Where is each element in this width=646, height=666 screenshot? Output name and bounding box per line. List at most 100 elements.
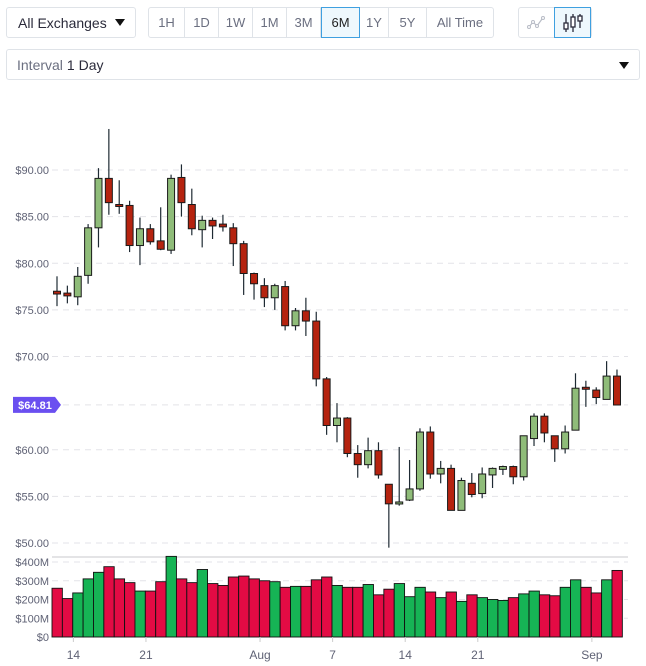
candle: [73, 275, 82, 298]
candle: [405, 488, 414, 501]
range-button-6m[interactable]: 6M: [321, 7, 360, 38]
volume-bar: [549, 595, 561, 638]
candle: [467, 482, 476, 496]
volume-tick-label: $100M: [15, 613, 49, 625]
candle: [146, 228, 155, 243]
candles: [53, 128, 621, 548]
volume-bar: [538, 594, 551, 638]
candle: [571, 387, 580, 431]
caret-down-icon: [115, 19, 125, 26]
volume-bar: [362, 584, 374, 638]
volume-tick-label: $200M: [15, 595, 49, 607]
candle: [415, 431, 424, 490]
exchange-dropdown-label: All Exchanges: [18, 14, 107, 31]
price-tick-label: $85.00: [15, 212, 49, 224]
range-button-3m[interactable]: 3M: [287, 8, 321, 37]
candle: [208, 219, 217, 227]
volume-bar: [300, 585, 312, 638]
price-tick-label: $90.00: [15, 165, 49, 177]
volume-bar: [404, 596, 416, 638]
line-chart-button[interactable]: [519, 8, 554, 37]
candle: [384, 483, 393, 505]
candlestick-chart-button[interactable]: [554, 7, 591, 38]
candle: [364, 450, 373, 466]
candle: [281, 286, 290, 327]
candle: [447, 467, 456, 511]
volume-tick-label: $0: [37, 632, 49, 644]
volume-bar: [196, 569, 208, 638]
candle: [198, 219, 207, 231]
interval-dropdown[interactable]: Interval 1 Day: [6, 49, 640, 80]
volume-bar: [373, 594, 385, 638]
range-button-1d[interactable]: 1D: [185, 8, 219, 37]
volume-bar: [175, 578, 188, 638]
volume-bar: [155, 581, 167, 638]
candle: [550, 435, 559, 450]
time-tick-label: 14: [67, 648, 81, 662]
interval-label: Interval: [17, 56, 63, 73]
candle: [53, 290, 61, 295]
volume-bar: [82, 578, 94, 638]
volume-bar: [72, 592, 84, 638]
volume-bar: [124, 582, 136, 638]
exchange-dropdown[interactable]: All Exchanges: [6, 7, 136, 38]
time-tick-label: 21: [471, 648, 485, 662]
volume-bar: [144, 590, 157, 638]
candle: [374, 450, 383, 476]
candle: [250, 273, 259, 285]
candle: [612, 375, 621, 406]
volume-bar: [279, 586, 291, 638]
range-button-1y[interactable]: 1Y: [360, 8, 389, 37]
candle: [125, 204, 134, 247]
range-button-5y[interactable]: 5Y: [389, 8, 427, 37]
volume-bar: [528, 590, 540, 638]
volume-bar: [455, 600, 468, 638]
range-button-1w[interactable]: 1W: [219, 8, 253, 37]
volume-bar: [134, 590, 146, 638]
volume-bar: [290, 585, 302, 638]
time-tick-label: 21: [139, 648, 153, 662]
volume-bar: [113, 578, 126, 638]
candle: [187, 204, 196, 230]
range-button-1h[interactable]: 1H: [149, 8, 185, 37]
volume-bar: [497, 599, 509, 638]
volume-bar: [466, 594, 478, 638]
volume-bar: [186, 582, 198, 638]
candle: [229, 227, 238, 245]
volume-bars: [51, 555, 623, 638]
price-tick-label: $60.00: [15, 445, 49, 457]
volume-bar: [238, 575, 250, 638]
range-button-1m[interactable]: 1M: [253, 8, 287, 37]
volume-bar: [414, 586, 426, 638]
candle: [301, 310, 310, 322]
volume-bar: [507, 597, 520, 638]
candle: [457, 480, 466, 511]
candle: [177, 176, 186, 204]
candle: [602, 375, 611, 400]
price-tick-label: $50.00: [15, 538, 49, 550]
volume-tick-label: $400M: [15, 557, 49, 569]
volume-bar: [217, 584, 229, 638]
chart-gridlines: [52, 169, 628, 619]
candle: [135, 228, 144, 247]
candle: [426, 431, 435, 475]
candle: [115, 204, 124, 208]
volume-bar: [331, 584, 343, 638]
volume-bar: [269, 581, 281, 638]
current-price-badge: $64.81: [13, 396, 61, 413]
candle: [343, 417, 352, 454]
volume-bar: [93, 571, 105, 638]
range-button-all-time[interactable]: All Time: [436, 15, 484, 30]
candle: [332, 417, 341, 427]
volume-bar: [258, 580, 271, 638]
volume-bar: [310, 579, 323, 638]
volume-bar: [61, 598, 74, 638]
caret-down-icon: [619, 62, 629, 69]
volume-bar: [165, 555, 177, 638]
time-axis: 14 21 Aug 7 14 21 Sep: [67, 637, 603, 662]
volume-bar: [321, 576, 333, 638]
candle: [167, 177, 176, 251]
candle: [104, 177, 113, 204]
volume-bar: [51, 587, 63, 638]
